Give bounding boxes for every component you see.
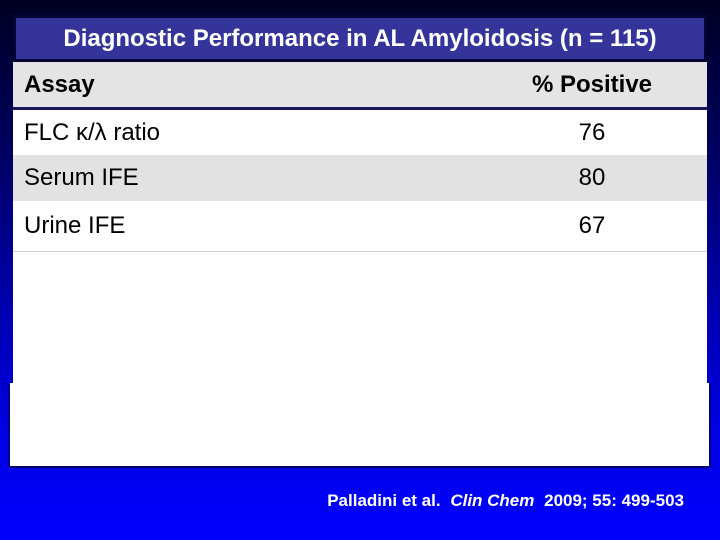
slide-title-bar: Diagnostic Performance in AL Amyloidosis… <box>13 15 707 62</box>
citation-reference: 2009; 55: 499-503 <box>544 491 684 510</box>
column-header-percent-positive: % Positive <box>531 70 653 98</box>
percent-positive-value: 67 <box>578 212 606 239</box>
percent-positive-value: 80 <box>578 164 606 191</box>
citation-authors: Palladini et al. <box>327 491 441 510</box>
percent-positive-value: 76 <box>578 118 606 146</box>
citation-journal: Clin Chem <box>450 491 535 510</box>
assay-name: Serum IFE <box>24 164 139 191</box>
assay-name: FLC κ/λ ratio <box>24 118 161 146</box>
citation: Palladini et al. Clin Chem 2009; 55: 499… <box>327 491 684 511</box>
table-row: FLC κ/λ ratio 76 <box>13 110 707 155</box>
assay-name: Urine IFE <box>24 212 126 239</box>
assay-table: Assay % Positive FLC κ/λ ratio 76 Serum … <box>13 62 707 390</box>
table-header-row: Assay % Positive <box>13 62 707 110</box>
column-header-assay: Assay <box>24 70 95 98</box>
table-row: Urine IFE 67 <box>13 201 707 252</box>
table-row: Serum IFE 80 <box>13 155 707 201</box>
content-placeholder-panel <box>10 383 709 466</box>
slide-title: Diagnostic Performance in AL Amyloidosis… <box>63 25 657 52</box>
